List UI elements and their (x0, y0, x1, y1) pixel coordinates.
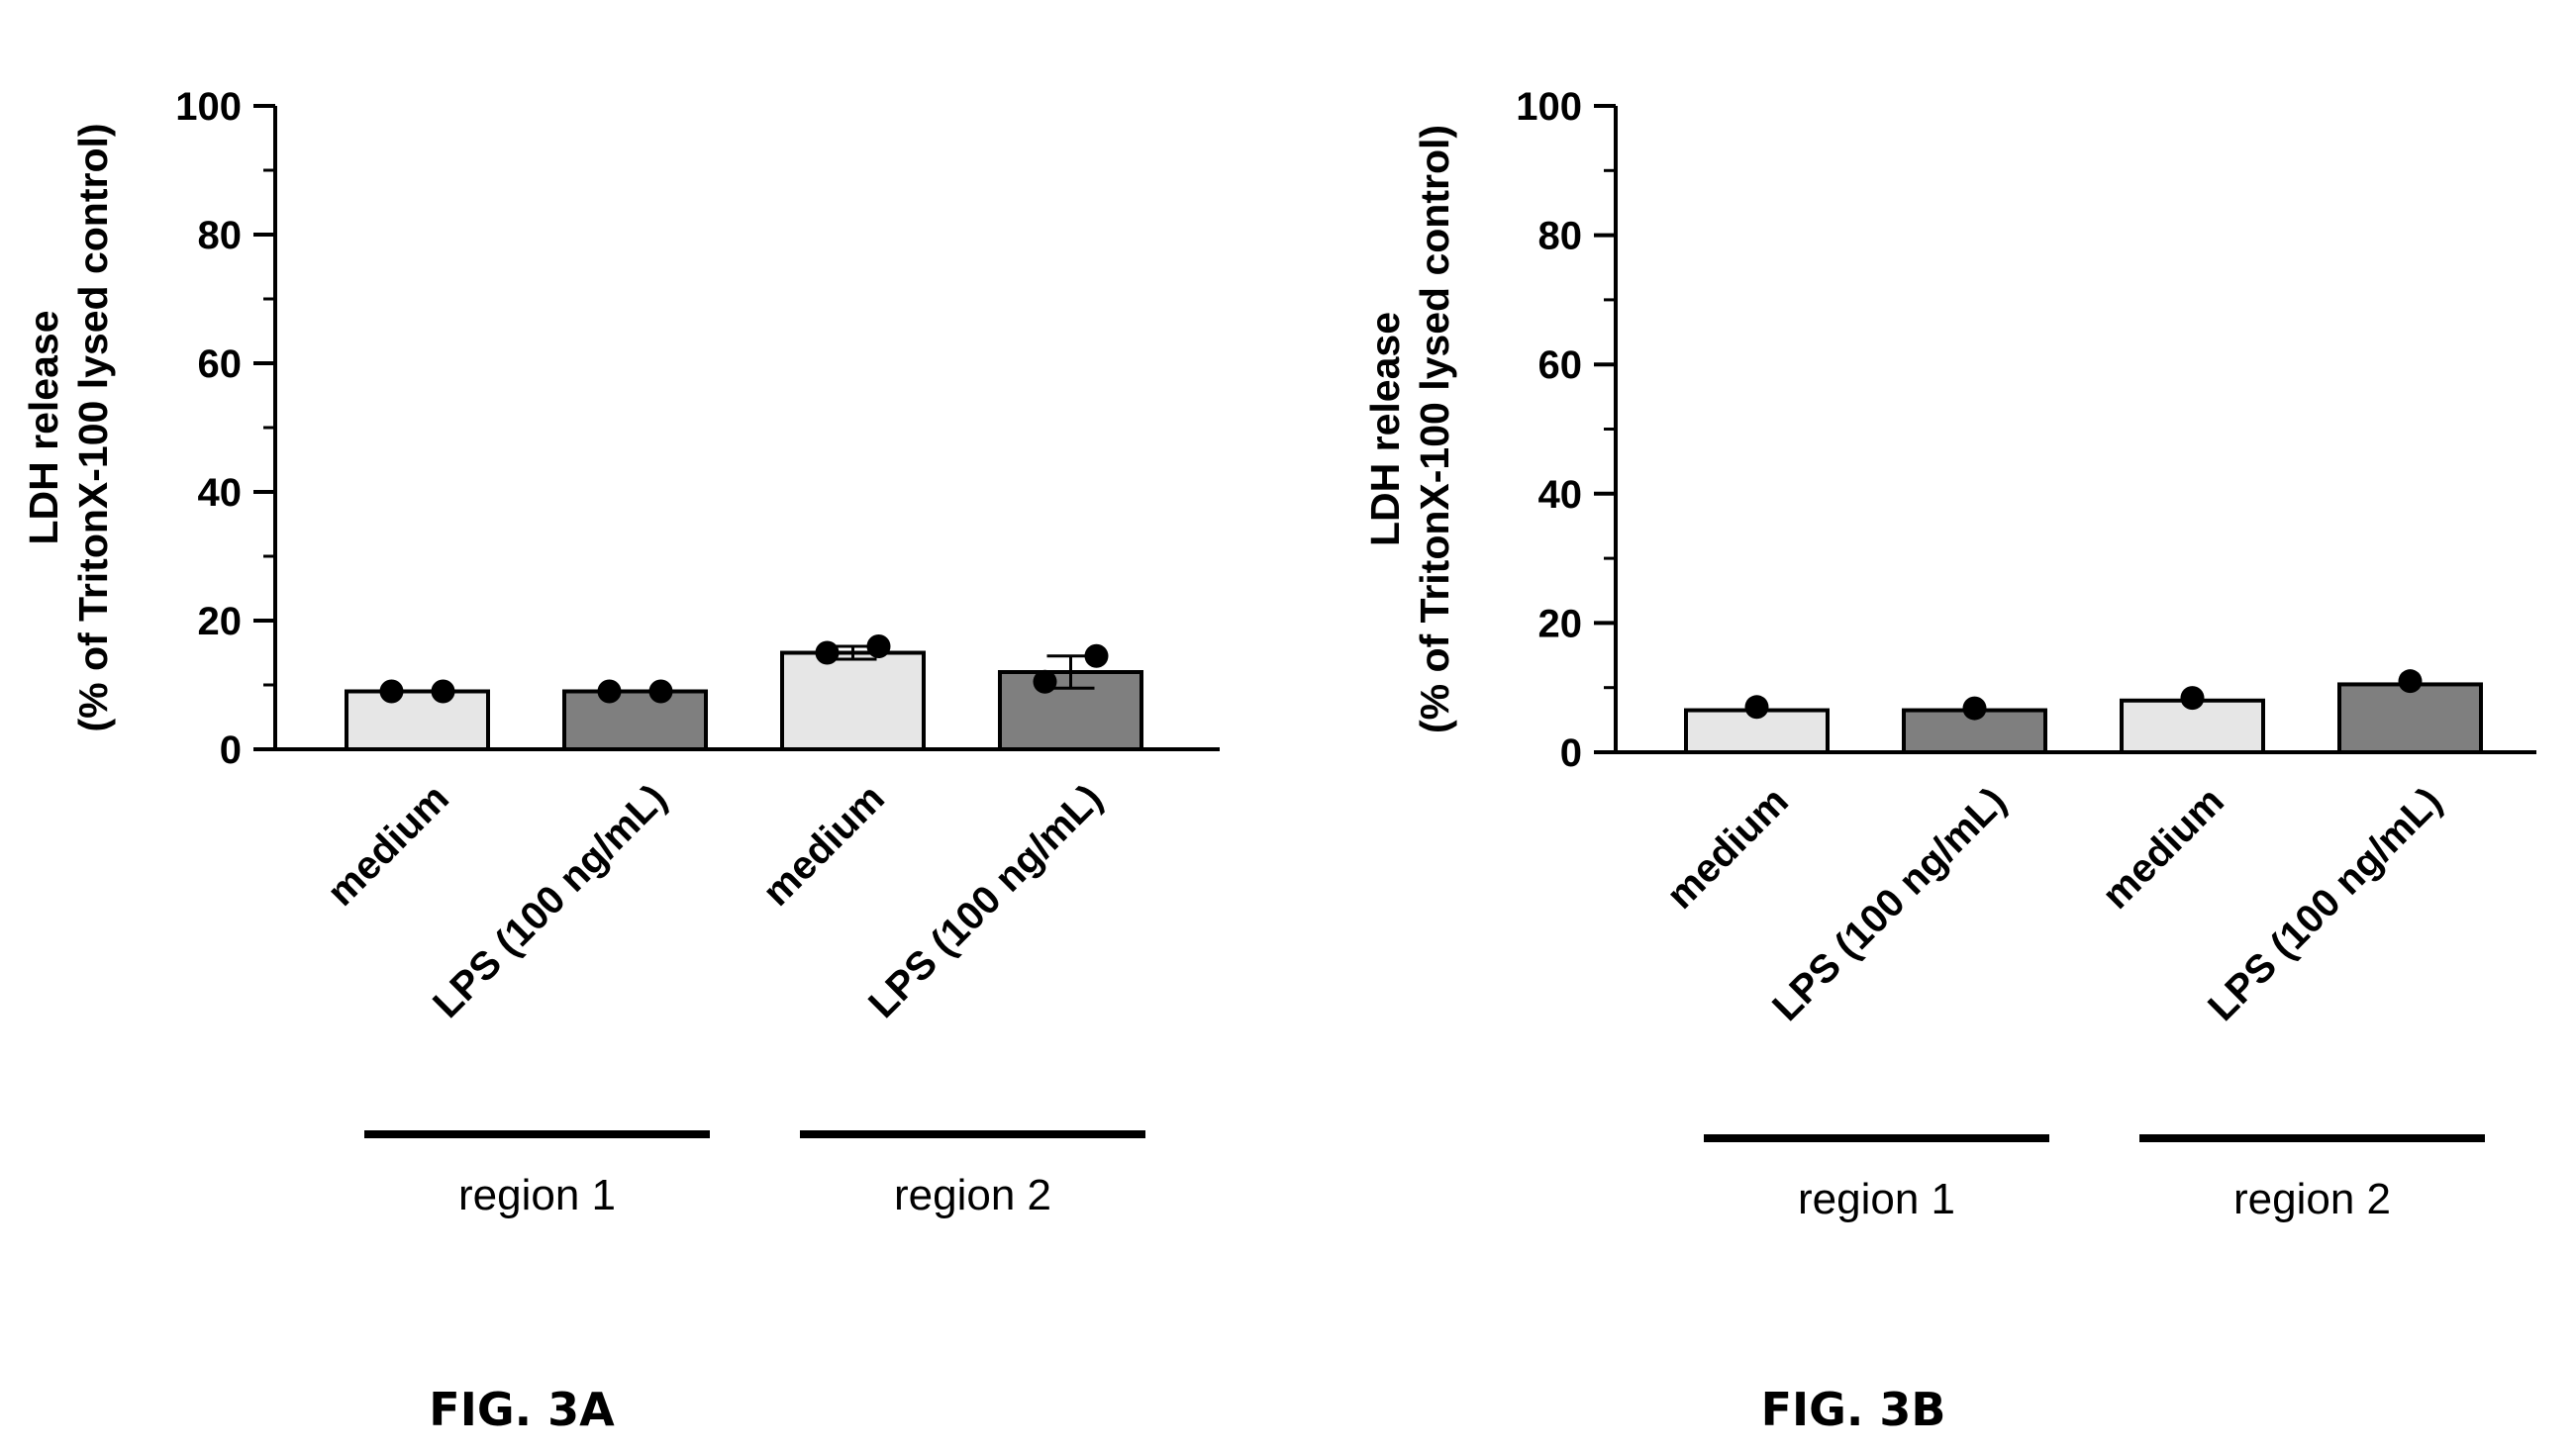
x-category-label: medium (754, 776, 893, 915)
x-category-label: medium (1658, 779, 1797, 918)
bar (1902, 708, 2047, 754)
chart-panel-1: LDH release (% of TritonX-100 lysed contr… (21, 85, 1220, 1436)
x-category-label: LPS (100 ng/mL) (860, 776, 1111, 1026)
data-point (815, 640, 840, 665)
x-category-label: medium (319, 776, 457, 915)
data-point (431, 679, 455, 704)
group-label: region 2 (2233, 1175, 2391, 1223)
x-category-label: LPS (100 ng/mL) (1764, 779, 2015, 1029)
y-tick-label: 80 (1538, 215, 1583, 258)
bar (345, 689, 490, 751)
figure-label: FIG. 3B (1761, 1383, 1946, 1436)
y-tick-label: 80 (198, 214, 243, 257)
bar (562, 689, 708, 751)
figure-label: FIG. 3A (429, 1383, 615, 1436)
x-category-label: LPS (100 ng/mL) (425, 776, 675, 1026)
data-point (1033, 669, 1057, 694)
data-point (1084, 643, 1109, 668)
bar (998, 670, 1143, 751)
data-point (1744, 695, 1769, 720)
y-tick-label: 20 (1538, 602, 1583, 645)
y-axis-label-units: (% of TritonX-100 lysed control) (70, 123, 116, 731)
y-axis-label: LDH release (21, 310, 66, 544)
chart-panel-2: LDH release (% of TritonX-100 lysed contr… (1362, 85, 2536, 1436)
data-point (379, 679, 404, 704)
y-tick-label: 100 (1516, 85, 1582, 129)
group-label: region 1 (1798, 1175, 1955, 1223)
bar (780, 650, 926, 751)
y-tick-label: 100 (175, 85, 242, 129)
y-tick-label: 60 (1538, 343, 1583, 387)
group-label: region 2 (894, 1171, 1051, 1219)
y-axis-label: LDH release (1362, 312, 1408, 546)
y-tick-label: 0 (1560, 731, 1582, 775)
data-point (2398, 669, 2423, 694)
y-tick-label: 0 (220, 728, 242, 772)
x-category-label: LPS (100 ng/mL) (2200, 779, 2450, 1029)
y-tick-label: 20 (198, 600, 243, 643)
x-category-label: medium (2094, 779, 2232, 918)
data-point (597, 679, 622, 704)
bar (2337, 682, 2483, 754)
y-tick-label: 60 (198, 342, 243, 386)
y-tick-label: 40 (1538, 473, 1583, 517)
data-point (1962, 696, 1987, 721)
data-point (648, 679, 673, 704)
data-point (2180, 686, 2205, 711)
group-label: region 1 (458, 1171, 616, 1219)
data-point (866, 634, 891, 658)
y-tick-label: 40 (198, 471, 243, 515)
y-axis-label-units: (% of TritonX-100 lysed control) (1412, 125, 1457, 733)
